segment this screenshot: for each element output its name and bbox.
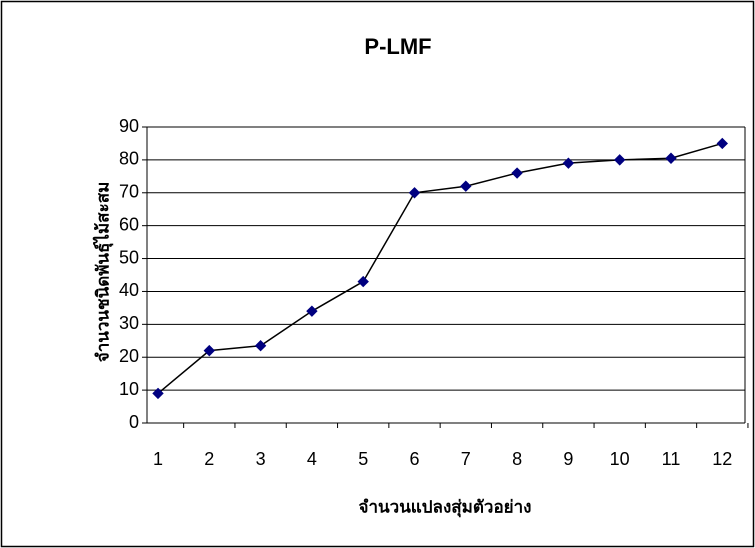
y-tick-label: 60 <box>119 214 139 234</box>
chart: P-LMF จำนวนแปลงสุ่มตัวอย่าง จำนวนชนิดพัน… <box>0 0 755 548</box>
page: {"chart_data": {"type": "line", "title":… <box>0 0 755 548</box>
x-tick-label: 11 <box>662 449 681 469</box>
x-tick-label: 8 <box>512 449 522 469</box>
x-tick-label: 2 <box>204 449 214 469</box>
y-tick-label: 40 <box>119 280 139 300</box>
y-tick-label: 10 <box>119 379 139 399</box>
chart-title: P-LMF <box>364 34 431 59</box>
y-tick-label: 90 <box>119 116 139 136</box>
y-tick-label: 30 <box>119 313 139 333</box>
x-tick-label: 12 <box>712 449 732 469</box>
x-tick-label: 1 <box>153 449 163 469</box>
y-tick-label: 0 <box>129 412 139 432</box>
y-tick-label: 80 <box>119 149 139 169</box>
x-tick-label: 6 <box>409 449 419 469</box>
chart-border <box>2 2 754 547</box>
x-tick-label: 5 <box>358 449 368 469</box>
y-tick-label: 50 <box>119 247 139 267</box>
x-tick-label: 4 <box>307 449 317 469</box>
y-tick-label: 70 <box>119 182 139 202</box>
x-tick-label: 10 <box>610 449 630 469</box>
x-tick-label: 9 <box>563 449 573 469</box>
x-tick-label: 7 <box>461 449 471 469</box>
x-axis-title: จำนวนแปลงสุ่มตัวอย่าง <box>359 497 532 517</box>
y-tick-label: 20 <box>119 346 139 366</box>
y-axis-title: จำนวนชนิดพันธุ์ไม้สะสม <box>92 182 113 363</box>
x-tick-label: 3 <box>256 449 266 469</box>
